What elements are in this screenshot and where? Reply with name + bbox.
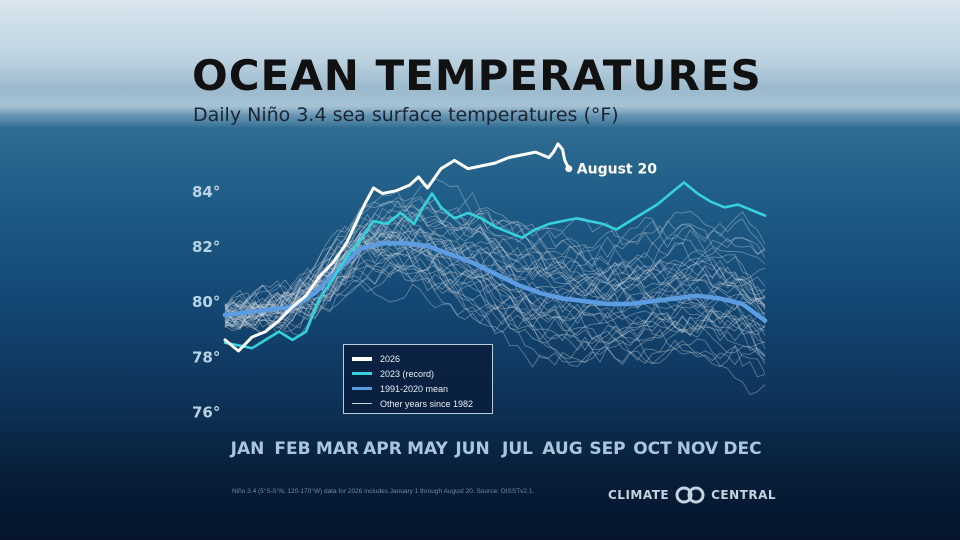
brand-logo: CLIMATE CENTRAL — [608, 486, 776, 504]
source-footnote: Niño 3.4 (5°S-5°N, 120-170°W) data for 2… — [232, 488, 535, 495]
legend-swatch — [352, 387, 372, 390]
legend-swatch — [352, 403, 372, 404]
x-tick-label: OCT — [633, 439, 672, 459]
legend-item-other-years: Other years since 1982 — [352, 396, 484, 411]
other-year-line — [224, 257, 766, 366]
legend-label: 1991-2020 mean — [380, 383, 449, 394]
other-year-line — [224, 242, 766, 361]
x-tick-label: AUG — [542, 439, 582, 459]
legend-item-2026: 2026 — [352, 351, 484, 366]
water-surface — [0, 88, 960, 128]
y-tick-label: 82° — [192, 238, 220, 256]
other-year-line — [224, 237, 766, 327]
latest-point-marker — [565, 165, 573, 173]
other-year-line — [224, 243, 766, 365]
legend-swatch — [352, 372, 372, 375]
x-tick-label: MAY — [407, 439, 448, 459]
x-axis: JAN FEB MAR APR MAY JUN JUL AUG SEP OCT NOV DEC — [230, 439, 762, 459]
y-tick-label: 76° — [192, 404, 220, 422]
other-year-line — [224, 210, 766, 313]
x-tick-label: MAR — [316, 439, 359, 459]
other-year-line — [224, 231, 766, 320]
brand-name-right: CENTRAL — [711, 488, 777, 502]
other-year-line — [224, 230, 766, 349]
other-year-line — [224, 240, 766, 344]
x-tick-label: JAN — [230, 439, 265, 459]
x-tick-label: NOV — [677, 439, 719, 459]
x-tick-label: APR — [363, 439, 402, 459]
other-year-line — [224, 262, 766, 358]
other-year-line — [224, 213, 766, 323]
other-year-line — [224, 231, 766, 319]
climate-central-logo-icon — [675, 486, 705, 504]
x-tick-label: JUN — [454, 439, 489, 459]
other-years-group — [224, 178, 766, 396]
y-tick-label: 80° — [192, 293, 220, 311]
series-line-2026 — [223, 142, 571, 353]
series-line-1991-2020-mean — [222, 240, 768, 323]
x-tick-label: SEP — [589, 439, 625, 459]
series-line-2023-record- — [223, 181, 767, 350]
y-axis: 76° 78° 80° 82° 84° — [192, 183, 220, 422]
latest-date-label: August 20 — [577, 162, 657, 178]
page-title: OCEAN TEMPERATURES — [192, 51, 762, 100]
other-year-line — [224, 200, 766, 314]
other-year-line — [224, 262, 766, 365]
brand-name-left: CLIMATE — [608, 488, 670, 502]
other-year-line — [224, 178, 766, 332]
legend-label: Other years since 1982 — [380, 398, 474, 409]
legend-swatch — [352, 356, 372, 361]
other-year-line — [224, 268, 766, 378]
legend-label: 2023 (record) — [380, 368, 435, 379]
x-tick-label: JUL — [501, 439, 533, 459]
other-year-line — [224, 200, 766, 317]
other-year-line — [224, 232, 766, 338]
y-tick-label: 84° — [192, 183, 220, 201]
other-year-line — [224, 190, 766, 329]
other-year-line — [224, 228, 766, 329]
other-year-line — [224, 249, 766, 344]
other-year-line — [224, 222, 766, 315]
legend-item-mean: 1991-2020 mean — [352, 381, 484, 396]
other-year-line — [224, 216, 766, 320]
page-subtitle: Daily Niño 3.4 sea surface temperatures … — [193, 104, 619, 126]
legend-label: 2026 — [380, 353, 401, 364]
x-tick-label: DEC — [723, 439, 761, 459]
other-year-line — [224, 239, 766, 341]
chart-legend: 2026 2023 (record) 1991-2020 mean Other … — [343, 344, 493, 414]
y-tick-label: 78° — [192, 348, 220, 366]
other-year-line — [224, 198, 766, 321]
x-tick-label: FEB — [274, 439, 310, 459]
main-series-group — [222, 142, 768, 353]
legend-item-2023: 2023 (record) — [352, 366, 484, 381]
